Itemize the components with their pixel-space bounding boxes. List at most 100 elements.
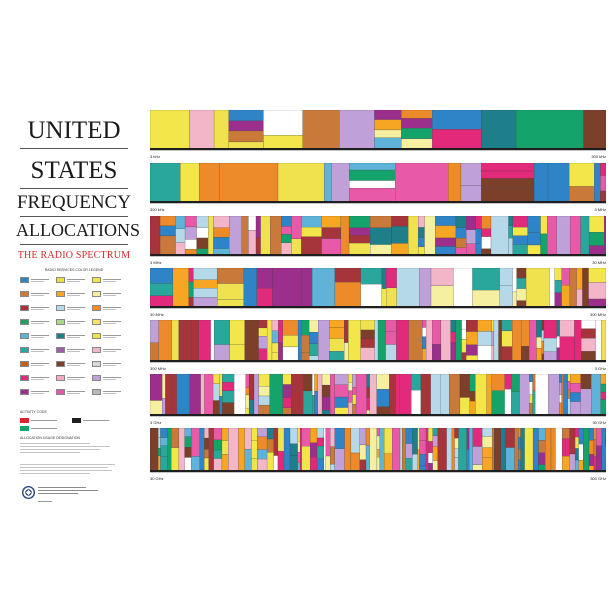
allocation-block (516, 268, 527, 279)
allocation-block (512, 320, 522, 363)
allocation-block (527, 232, 541, 246)
allocation-block (432, 129, 482, 151)
allocation-block (591, 374, 601, 417)
allocation-block (196, 237, 209, 249)
allocation-block (567, 374, 571, 382)
allocation-block (569, 268, 577, 309)
allocation-block (428, 428, 433, 442)
allocation-block (297, 320, 302, 363)
legend-item (56, 276, 90, 284)
allocation-block (160, 428, 168, 438)
allocation-block (282, 397, 292, 408)
allocation-block (574, 428, 579, 438)
allocation-block (529, 381, 533, 395)
allocation-block (212, 400, 220, 417)
allocation-block (538, 452, 546, 465)
allocation-block (469, 401, 476, 417)
legend-swatch (56, 347, 65, 353)
allocation-block (583, 428, 590, 473)
allocation-block (267, 320, 273, 363)
allocation-block (550, 428, 556, 473)
allocation-block (570, 401, 581, 417)
allocation-block (475, 374, 487, 417)
allocation-block (386, 287, 397, 309)
allocation-block (329, 327, 345, 339)
allocation-block (277, 163, 325, 204)
allocation-block (408, 216, 419, 257)
allocation-block (222, 390, 235, 403)
allocation-block (316, 445, 325, 459)
allocation-block (569, 163, 595, 187)
title-line-united: UNITED (27, 117, 121, 144)
allocation-block (213, 344, 230, 363)
allocation-block (556, 347, 560, 363)
allocation-block (301, 428, 311, 447)
allocation-block (493, 320, 499, 363)
allocation-block (559, 320, 575, 337)
allocation-block (512, 291, 517, 309)
allocation-block (516, 278, 527, 289)
allocation-block (160, 456, 168, 473)
allocation-block (321, 374, 331, 386)
allocation-block (282, 335, 299, 348)
activity-strip (150, 254, 606, 256)
band-blocks (150, 216, 606, 257)
allocation-block (472, 268, 500, 291)
band-end-label: 30 GHz (592, 420, 606, 425)
allocation-block (340, 216, 350, 257)
allocation-block (460, 185, 482, 204)
allocation-block (316, 437, 325, 447)
allocation-block (376, 435, 380, 450)
allocation-block (455, 216, 467, 228)
allocation-block (277, 451, 285, 473)
allocation-block (491, 390, 505, 417)
allocation-block (432, 344, 442, 363)
legend-swatch (92, 305, 101, 311)
allocation-block (385, 344, 397, 363)
allocation-block (469, 374, 476, 392)
allocation-block (370, 216, 392, 229)
allocation-block (309, 332, 319, 344)
allocation-block (266, 438, 274, 453)
allocation-block (520, 428, 525, 473)
allocation-block (501, 320, 513, 332)
allocation-block (435, 216, 457, 226)
allocation-block (554, 280, 562, 293)
legend-heading: RADIO SERVICES COLOR LEGEND (44, 268, 104, 272)
allocation-block (600, 175, 606, 192)
allocation-block (374, 320, 379, 363)
legend-item (92, 388, 126, 396)
allocation-block (213, 458, 223, 473)
legend-swatch (92, 347, 101, 353)
allocation-block (556, 320, 560, 337)
allocation-block (588, 282, 606, 300)
allocation-block (481, 188, 535, 204)
allocation-block (466, 229, 476, 245)
allocation-block (601, 428, 606, 473)
spectrum-band-row: 3 kHz 300 kHz (150, 110, 606, 162)
allocation-block (498, 320, 502, 363)
allocation-block (570, 383, 581, 393)
allocation-block (477, 331, 492, 346)
legend-item (92, 360, 126, 368)
footnote-text (20, 464, 120, 476)
allocation-block (228, 130, 264, 143)
allocation-block (158, 320, 172, 363)
allocation-block (289, 455, 298, 473)
allocation-block (234, 374, 246, 417)
legend-item (56, 332, 90, 340)
allocation-block (520, 346, 530, 363)
legend-swatch (20, 291, 29, 297)
allocation-block (289, 443, 298, 456)
allocation-block (339, 110, 375, 151)
allocation-block (244, 428, 252, 450)
allocation-block (370, 227, 392, 245)
legend-swatch (20, 347, 29, 353)
allocation-block (432, 428, 438, 436)
allocation-block (541, 320, 545, 331)
allocation-block (574, 437, 579, 449)
allocation-block (350, 428, 360, 454)
allocation-block (257, 436, 268, 450)
allocation-block (158, 455, 161, 473)
band-end-label: 300 kHz (591, 154, 606, 159)
